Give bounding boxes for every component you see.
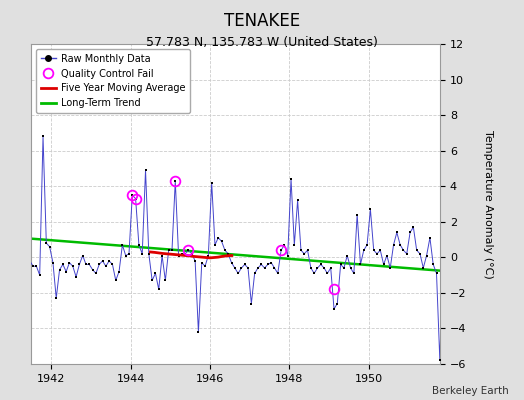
Text: Berkeley Earth: Berkeley Earth [432,386,508,396]
Y-axis label: Temperature Anomaly (°C): Temperature Anomaly (°C) [483,130,493,278]
Legend: Raw Monthly Data, Quality Control Fail, Five Year Moving Average, Long-Term Tren: Raw Monthly Data, Quality Control Fail, … [36,49,190,113]
Text: TENAKEE: TENAKEE [224,12,300,30]
Text: 57.783 N, 135.783 W (United States): 57.783 N, 135.783 W (United States) [146,36,378,49]
